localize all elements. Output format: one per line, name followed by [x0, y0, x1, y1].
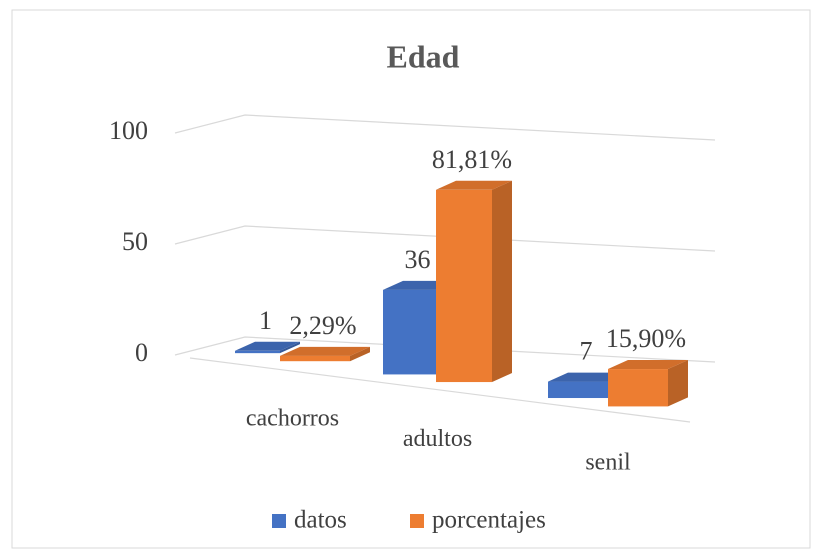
- x-tick-label: adultos: [403, 426, 472, 452]
- bar: [235, 350, 280, 354]
- bar: [280, 355, 350, 362]
- bar: [383, 289, 436, 375]
- legend-label: datos: [294, 507, 347, 534]
- bar: [436, 189, 492, 383]
- bar-side: [668, 360, 688, 407]
- y-tick-label: 100: [109, 116, 148, 145]
- grid-line: [174, 336, 716, 363]
- bar-side: [492, 180, 512, 383]
- data-label: 1: [259, 306, 272, 335]
- data-label: 81,81%: [432, 145, 512, 174]
- data-label: 2,29%: [289, 311, 356, 340]
- data-label: 7: [580, 337, 593, 366]
- y-tick-label: 0: [135, 338, 148, 367]
- y-tick-label: 50: [122, 227, 148, 256]
- grid-line: [174, 114, 716, 141]
- chart-title: Edad: [387, 38, 460, 74]
- bar-top: [235, 341, 300, 351]
- bar-top: [280, 346, 370, 356]
- bar-top: [608, 360, 688, 370]
- bar-top: [436, 180, 512, 190]
- data-label: 15,90%: [606, 324, 686, 353]
- x-tick-label: cachorros: [246, 406, 339, 432]
- data-label: 36: [405, 245, 431, 274]
- bar-side: [280, 341, 300, 354]
- legend-label: porcentajes: [432, 507, 546, 534]
- bar-side: [350, 346, 370, 362]
- bar: [548, 381, 608, 399]
- floor-edge: [189, 357, 691, 423]
- chart-border: [11, 9, 811, 549]
- legend-swatch: [410, 514, 424, 528]
- grid-line: [174, 225, 716, 252]
- bar: [608, 369, 668, 407]
- x-tick-label: senil: [585, 450, 631, 476]
- legend-swatch: [272, 514, 286, 528]
